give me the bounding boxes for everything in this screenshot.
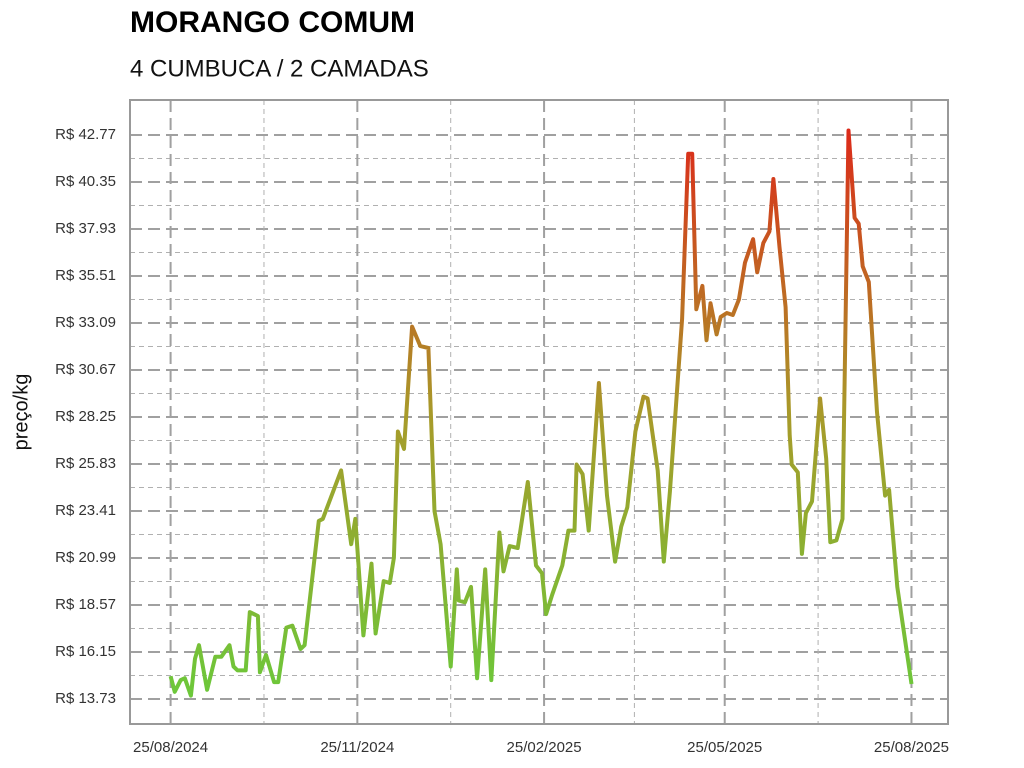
y-tick-label: R$ 16.15 xyxy=(55,643,116,660)
y-tick-label: R$ 42.77 xyxy=(55,126,116,143)
y-tick-label: R$ 35.51 xyxy=(55,267,116,284)
y-axis-label: preço/kg xyxy=(10,374,32,451)
y-tick-label: R$ 25.83 xyxy=(55,455,116,472)
x-tick-label: 25/05/2025 xyxy=(687,739,762,756)
x-tick-label: 25/08/2024 xyxy=(133,739,208,756)
y-tick-label: R$ 33.09 xyxy=(55,314,116,331)
y-tick-label: R$ 13.73 xyxy=(55,690,116,707)
x-tick-label: 25/02/2025 xyxy=(507,739,582,756)
plot-frame xyxy=(129,99,949,725)
y-tick-label: R$ 30.67 xyxy=(55,361,116,378)
x-tick-label: 25/08/2025 xyxy=(874,739,949,756)
y-tick-label: R$ 18.57 xyxy=(55,596,116,613)
y-tick-label: R$ 23.41 xyxy=(55,502,116,519)
y-tick-label: R$ 20.99 xyxy=(55,549,116,566)
chart-subtitle: 4 CUMBUCA / 2 CAMADAS xyxy=(130,55,429,82)
y-tick-label: R$ 40.35 xyxy=(55,173,116,190)
y-tick-label: R$ 37.93 xyxy=(55,220,116,237)
x-tick-label: 25/11/2024 xyxy=(320,739,394,756)
price-line xyxy=(168,128,914,698)
y-tick-label: R$ 28.25 xyxy=(55,408,116,425)
chart-title: MORANGO COMUM xyxy=(130,6,415,39)
